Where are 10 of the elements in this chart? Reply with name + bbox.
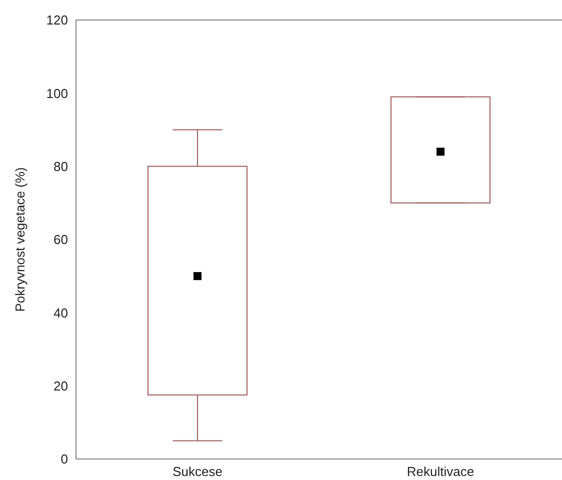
x-tick-label: Rekultivace [406, 464, 474, 480]
y-tick-label: 60 [54, 232, 68, 248]
y-tick-label: 40 [54, 305, 68, 320]
y-axis-title: Pokryvnost vegetace (%) [12, 167, 28, 312]
y-tick-label: 0 [60, 452, 68, 467]
x-tick-label: Sukcese [172, 464, 222, 480]
y-tick-label: 100 [46, 86, 68, 101]
y-tick-label: 120 [46, 12, 68, 28]
y-tick-label: 80 [54, 158, 68, 174]
y-tick-label: 20 [54, 378, 68, 394]
